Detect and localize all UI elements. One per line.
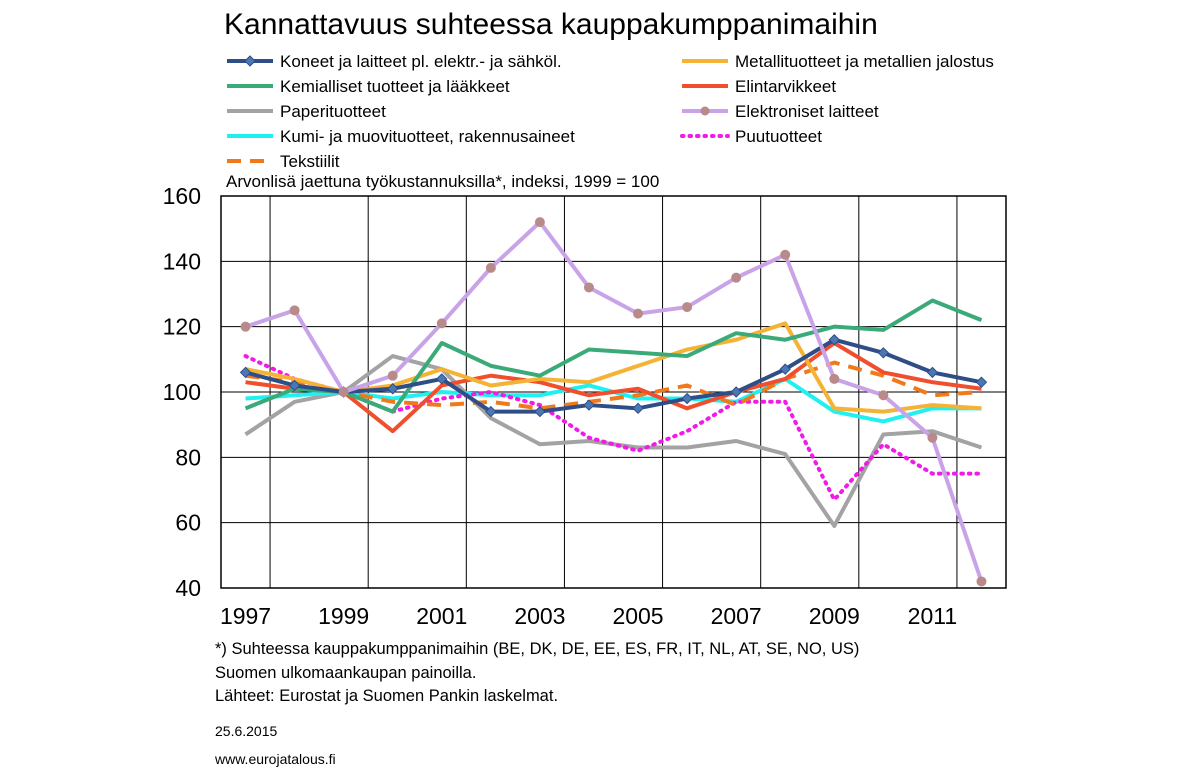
series-line (244, 354, 983, 528)
data-point-marker (828, 334, 840, 346)
legend-label: Metallituotteet ja metallien jalostus (735, 52, 994, 71)
website-link[interactable]: www.eurojatalous.fi (215, 751, 336, 767)
series-3 (244, 298, 983, 414)
chart-canvas: Kannattavuus suhteessa kauppakumppanimai… (163, 8, 1007, 629)
data-point-marker (387, 370, 398, 381)
data-point-marker (534, 217, 545, 228)
y-tick-label: 80 (175, 444, 201, 470)
legend-label: Kemialliset tuotteet ja lääkkeet (280, 77, 510, 96)
footnote-line: *) Suhteessa kauppakumppanimaihin (BE, D… (215, 640, 860, 658)
data-point-marker (583, 399, 595, 411)
legend-marker (700, 106, 710, 116)
legend-marker (244, 55, 256, 67)
series-4 (245, 341, 982, 434)
legend-item: Kumi- ja muovituotteet, rakennusaineet (227, 127, 575, 146)
y-tick-label: 100 (163, 379, 201, 405)
data-point-marker (633, 308, 644, 319)
data-point-marker (288, 379, 301, 392)
data-point-marker (338, 387, 349, 397)
data-point-marker (239, 366, 252, 379)
data-point-marker (681, 392, 693, 405)
data-point-marker (436, 318, 447, 329)
footnote-line: Lähteet: Eurostat ja Suomen Pankin laske… (215, 687, 559, 705)
data-point-marker (632, 402, 644, 415)
x-tick-label: 1999 (318, 603, 369, 629)
y-tick-label: 40 (175, 575, 201, 601)
x-tick-label: 2009 (809, 603, 860, 629)
legend-item: Koneet ja laitteet pl. elektr.- ja sähkö… (227, 52, 562, 71)
legend-label: Elektroniset laitteet (735, 102, 879, 121)
x-tick-label: 2001 (416, 603, 467, 629)
data-point-marker (436, 373, 448, 385)
series-line (245, 360, 982, 411)
series-line (244, 220, 984, 583)
plot-frame (220, 195, 1007, 589)
data-point-marker (289, 305, 300, 316)
x-tick-label: 2011 (908, 603, 957, 629)
data-point-marker (485, 262, 496, 273)
legend-item: Kemialliset tuotteet ja lääkkeet (227, 77, 510, 96)
y-axis: 40 60 80 100 120 140 160 (163, 183, 201, 601)
series-line (243, 354, 984, 502)
y-tick-label: 160 (163, 183, 201, 209)
series-8 (243, 354, 984, 502)
series-line (245, 341, 982, 434)
data-point-marker (583, 282, 594, 293)
legend-label: Puutuotteet (735, 127, 822, 146)
data-point-marker (731, 272, 742, 283)
legend-item: Elektroniset laitteet (682, 102, 879, 121)
series-line (244, 298, 983, 414)
data-point-marker (780, 249, 791, 260)
data-point-marker (878, 390, 889, 401)
data-point-marker (387, 383, 399, 395)
legend-item: Paperituotteet (227, 102, 386, 121)
legend-item: Elintarvikkeet (682, 77, 836, 96)
data-point-marker (240, 321, 251, 332)
data-point-marker (927, 432, 938, 443)
chart-subtitle: Arvonlisä jaettuna työkustannuksilla*, i… (226, 172, 659, 191)
data-point-marker (926, 366, 939, 379)
y-tick-label: 60 (175, 510, 201, 536)
footnote-line: Suomen ulkomaankaupan painoilla. (215, 663, 477, 682)
series-layer (239, 217, 988, 587)
y-tick-label: 120 (163, 314, 201, 340)
series-line (245, 337, 982, 414)
data-point-marker (779, 363, 791, 375)
footnote: *) Suhteessa kauppakumppanimaihin (BE, D… (215, 638, 859, 709)
series-1 (239, 334, 988, 418)
x-tick-label: 1997 (220, 603, 271, 629)
legend-label: Koneet ja laitteet pl. elektr.- ja sähkö… (280, 52, 562, 71)
x-tick-label: 2005 (612, 603, 663, 629)
series-5 (244, 354, 983, 528)
data-point-marker (829, 373, 840, 384)
series-6 (240, 217, 987, 587)
legend: Koneet ja laitteet pl. elektr.- ja sähkö… (227, 52, 994, 171)
x-tick-label: 2003 (514, 603, 565, 629)
data-point-marker (730, 386, 742, 398)
x-tick-label: 2007 (711, 603, 762, 629)
y-tick-label: 140 (163, 248, 201, 274)
publication-date: 25.6.2015 (215, 723, 278, 739)
data-point-marker (682, 302, 693, 313)
legend-label: Paperituotteet (280, 102, 386, 121)
data-point-marker (877, 347, 890, 359)
chart-title: Kannattavuus suhteessa kauppakumppanimai… (224, 8, 878, 41)
series-9 (245, 360, 982, 411)
legend-label: Tekstiilit (280, 152, 340, 171)
legend-item: Metallituotteet ja metallien jalostus (682, 52, 994, 71)
legend-label: Kumi- ja muovituotteet, rakennusaineet (280, 127, 575, 146)
legend-label: Elintarvikkeet (735, 77, 836, 96)
legend-item: Tekstiilit (227, 152, 340, 171)
data-point-marker (975, 376, 988, 388)
data-point-marker (485, 405, 497, 418)
x-axis: 1997 1999 2001 2003 2005 2007 2009 2011 (220, 603, 957, 629)
legend-item: Puutuotteet (680, 127, 822, 146)
data-point-marker (534, 405, 546, 418)
plot-border (220, 195, 1007, 589)
data-point-marker (976, 576, 987, 587)
